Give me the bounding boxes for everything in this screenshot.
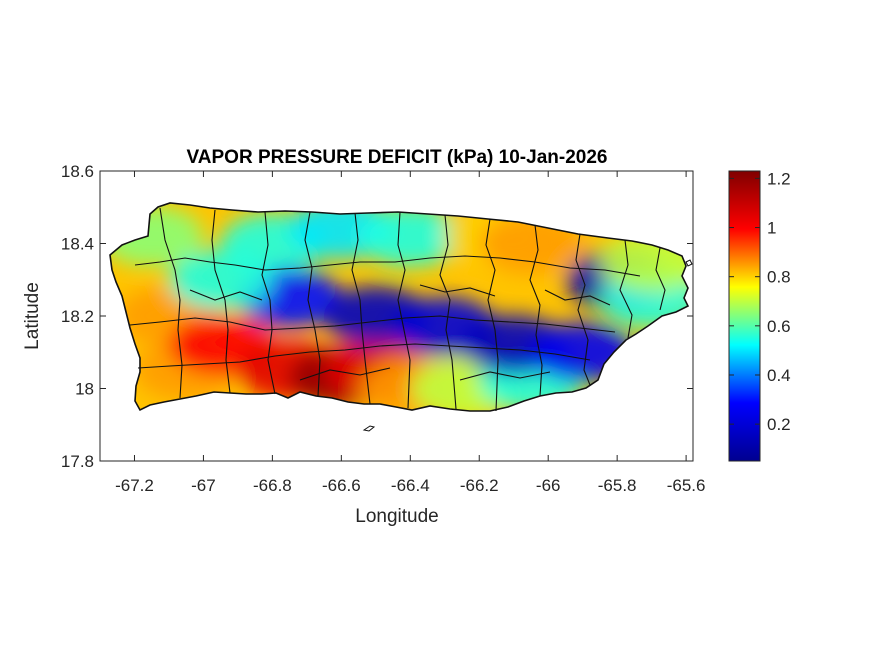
municipality-boundary — [351, 212, 371, 405]
colorbar-tick-label: 1 — [767, 219, 776, 238]
map-title: VAPOR PRESSURE DEFICIT (kPa) 10-Jan-2026 — [187, 147, 608, 168]
colorbar-tick-label: 0.4 — [767, 366, 791, 385]
municipality-boundary — [485, 218, 499, 412]
x-tick-label: -65.8 — [598, 476, 637, 495]
x-tick-label: -66.4 — [391, 476, 430, 495]
municipality-boundary — [159, 207, 183, 399]
x-tick-label: -66.6 — [322, 476, 361, 495]
y-tick-label: 18 — [75, 380, 94, 399]
vpd-sample — [168, 249, 273, 310]
municipality-boundary — [544, 289, 611, 306]
colorbar-tick-label: 0.8 — [767, 268, 791, 287]
y-tick-label: 17.8 — [61, 452, 94, 471]
colorbar — [728, 170, 761, 462]
x-tick-label: -65.6 — [667, 476, 706, 495]
x-axis: -67.2 -67 -66.8 -66.6 -66.4 -66.2 -66 -65.8 -65.… — [115, 171, 705, 495]
municipality-boundary — [299, 367, 391, 381]
municipality-boundary — [397, 211, 411, 409]
y-tick-label: 18.2 — [61, 307, 94, 326]
x-tick-label: -66.2 — [460, 476, 499, 495]
vpd-field — [110, 203, 688, 411]
x-tick-label: -66 — [536, 476, 561, 495]
municipality-boundary — [304, 211, 321, 397]
municipality-boundaries — [129, 207, 666, 412]
x-axis-label: Longitude — [355, 506, 438, 527]
colorbar-tick-label: 1.2 — [767, 169, 791, 188]
municipality-boundary — [459, 371, 551, 381]
y-axis-label: Latitude — [22, 282, 43, 350]
municipality-boundary — [619, 239, 633, 339]
municipality-boundary — [189, 289, 263, 301]
municipality-boundary — [529, 224, 543, 397]
islet-east — [685, 259, 693, 267]
colorbar-ticks: 1.2 1 0.8 0.6 0.4 0.2 — [729, 169, 791, 434]
vpd-sample — [358, 206, 463, 267]
municipality-boundary — [655, 247, 666, 311]
y-tick-label: 18.4 — [61, 235, 94, 254]
colorbar-tick-label: 0.6 — [767, 317, 791, 336]
municipality-boundary — [575, 233, 591, 386]
municipality-boundary — [137, 343, 591, 369]
municipality-boundary — [134, 255, 641, 277]
municipality-boundary — [211, 209, 231, 394]
x-tick-label: -66.8 — [253, 476, 292, 495]
colorbar-tick-label: 0.2 — [767, 415, 791, 434]
y-axis: 18.6 18.4 18.2 18 17.8 — [61, 162, 693, 471]
municipality-boundary — [261, 211, 276, 395]
x-tick-label: -67 — [191, 476, 216, 495]
y-tick-label: 18.6 — [61, 162, 94, 181]
islet-caja-de-muertos — [362, 425, 376, 432]
municipality-boundary — [419, 284, 496, 297]
x-tick-label: -67.2 — [115, 476, 154, 495]
island-coastline — [109, 202, 690, 412]
municipality-boundary — [129, 315, 616, 333]
municipality-boundary — [439, 214, 457, 410]
